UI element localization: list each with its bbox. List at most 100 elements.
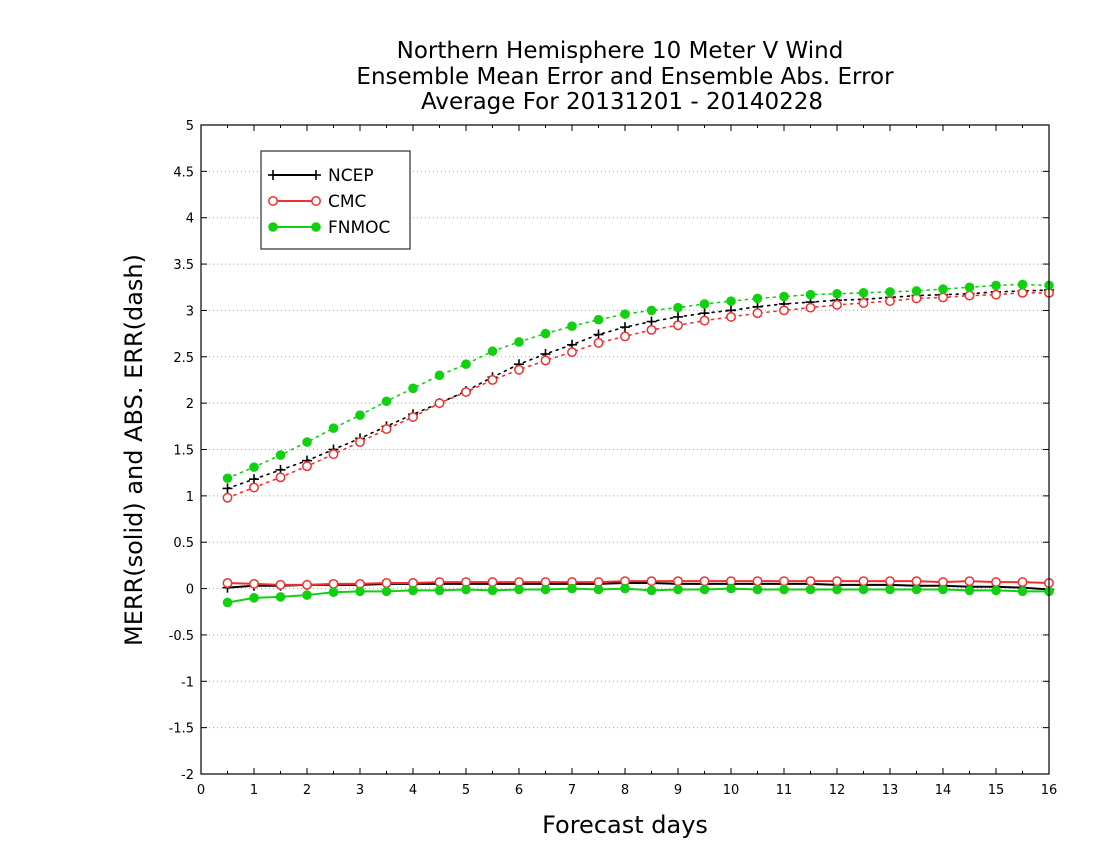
abs-error-point-fnmoc [991,280,1001,291]
y-tick-label: 1.5 [173,444,194,459]
abs-error-point-fnmoc [434,370,445,381]
abs-error-point-fnmoc [514,337,524,347]
abs-error-point-fnmoc [355,410,365,420]
mean-error-point-cmc [646,576,657,587]
abs-error-point-cmc [540,355,551,366]
mean-error-point-cmc [752,576,763,587]
mean-error-point-cmc [249,578,259,589]
abs-error-point-fnmoc [646,305,657,316]
chart-title-line-3: Average For 20131201 - 20140228 [421,89,823,115]
x-tick-label: 5 [462,783,470,798]
legend-marker-fnmoc [311,222,321,232]
abs-error-point-ncep [222,483,233,494]
abs-error-point-cmc [461,387,471,397]
abs-error-point-cmc [726,311,736,322]
abs-error-point-fnmoc [222,473,233,484]
abs-error-point-fnmoc [1017,279,1028,290]
abs-error-point-fnmoc [885,287,895,297]
mean-error-point-fnmoc [249,593,259,603]
abs-error-point-fnmoc [699,299,710,309]
mean-error-point-fnmoc [991,585,1001,596]
mean-error-point-cmc [858,576,869,587]
mean-error-point-fnmoc [805,584,816,595]
mean-error-point-fnmoc [726,583,736,594]
x-tick-label: 4 [409,783,417,798]
abs-error-point-ncep [673,311,683,322]
abs-error-point-fnmoc [487,346,498,357]
x-tick-label: 0 [197,783,205,798]
abs-error-point-fnmoc [832,288,842,299]
y-tick-label: 1 [186,490,194,505]
abs-error-point-fnmoc [673,302,683,313]
abs-error-point-cmc [514,364,524,375]
abs-error-point-cmc [991,289,1001,300]
legend-marker-ncep [311,170,321,180]
x-tick-label: 7 [568,783,576,798]
legend-label-cmc: CMC [328,192,366,212]
abs-error-point-fnmoc [620,309,630,319]
x-tick-label: 9 [674,783,682,798]
y-tick-label: 4.5 [173,165,194,180]
legend-marker-cmc [311,196,321,206]
abs-error-point-cmc [938,292,948,303]
abs-error-point-cmc [699,315,710,326]
legend-label-ncep: NCEP [328,166,374,186]
mean-error-point-cmc [275,579,286,590]
mean-error-point-cmc [1017,577,1028,588]
mean-error-point-fnmoc [964,585,975,596]
abs-error-point-ncep [249,474,259,485]
mean-error-point-fnmoc [779,584,789,595]
mean-error-point-fnmoc [593,584,604,595]
x-tick-label: 2 [303,783,311,798]
x-tick-label: 13 [882,783,899,798]
abs-error-line-cmc [226,292,1050,499]
y-tick-label: 2.5 [173,351,194,366]
x-tick-label: 10 [723,783,740,798]
abs-error-point-fnmoc [249,462,259,472]
mean-error-point-fnmoc [646,585,657,596]
abs-error-point-fnmoc [938,284,948,294]
abs-error-point-fnmoc [408,383,418,394]
mean-error-point-fnmoc [885,584,895,595]
abs-error-point-fnmoc [779,291,789,302]
mean-error-point-fnmoc [461,584,471,595]
x-tick-label: 15 [988,783,1005,798]
mean-error-point-fnmoc [381,586,392,597]
mean-error-point-fnmoc [434,585,445,596]
x-tick-label: 16 [1041,783,1058,798]
mean-error-point-fnmoc [911,584,922,595]
mean-error-point-fnmoc [487,585,498,596]
mean-error-point-fnmoc [408,585,418,596]
mean-error-point-fnmoc [514,584,524,595]
abs-error-point-fnmoc [593,314,604,325]
abs-error-point-cmc [885,296,895,307]
abs-error-point-fnmoc [858,288,869,298]
mean-error-point-fnmoc [540,584,551,595]
abs-error-point-cmc [593,337,604,348]
y-tick-label: 4 [186,212,194,227]
abs-error-point-fnmoc [726,296,736,306]
abs-error-point-ncep [593,329,604,340]
mean-error-point-cmc [779,576,789,587]
abs-error-point-fnmoc [275,450,286,460]
abs-error-point-cmc [222,492,233,503]
abs-error-point-cmc [673,320,683,331]
abs-error-line-ncep [226,289,1050,490]
legend-marker-cmc [268,196,278,206]
abs-error-point-fnmoc [567,321,577,331]
x-tick-label: 3 [356,783,364,798]
abs-error-point-ncep [646,316,657,327]
x-tick-label: 1 [250,783,258,798]
chart-title: Northern Hemisphere 10 Meter V Wind Ense… [356,38,894,115]
mean-error-point-fnmoc [328,587,339,598]
y-axis-title: MERR(solid) and ABS. ERR(dash) [120,254,148,646]
chart-legend: NCEP CMC FNMOC [260,150,411,250]
mean-error-point-fnmoc [275,592,286,602]
abs-error-point-fnmoc [964,282,975,293]
abs-error-point-cmc [434,398,445,409]
mean-error-point-cmc [434,577,445,588]
mean-error-point-cmc [885,576,895,587]
mean-error-point-cmc [328,578,339,589]
mean-error-point-cmc [964,576,975,587]
x-tick-label: 11 [776,783,793,798]
